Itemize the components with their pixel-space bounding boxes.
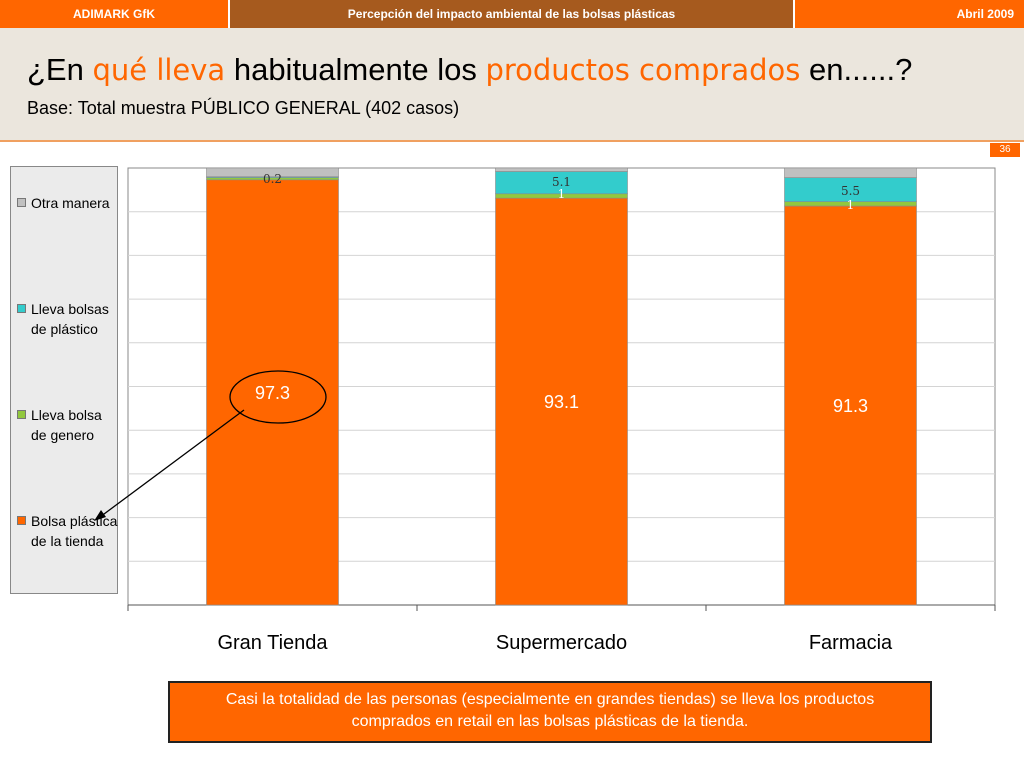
slide-subtitle: Base: Total muestra PÚBLICO GENERAL (402… — [27, 98, 460, 118]
slide-title: ¿En qué lleva habitualmente los producto… — [27, 52, 912, 88]
legend-label: Bolsa plástica de la tienda — [31, 513, 118, 549]
data-label: 5.1 — [552, 175, 571, 189]
bar-segment — [206, 179, 339, 606]
data-label: 0.2 — [263, 172, 282, 186]
annotation-arrow-line — [99, 409, 245, 518]
chart-legend: Otra manera Lleva bolsas de plástico Lle… — [10, 166, 118, 594]
bar-segment — [495, 197, 628, 606]
legend-swatch — [17, 410, 26, 419]
page-number: 36 — [990, 143, 1020, 157]
x-tick-label: Supermercado — [496, 632, 627, 654]
bar-segment — [784, 205, 917, 606]
data-label: 1 — [847, 198, 855, 212]
bar-segment — [495, 167, 628, 172]
legend-swatch — [17, 198, 26, 207]
company-label: ADIMARK GfK — [0, 0, 228, 28]
legend-swatch — [17, 516, 26, 525]
header-divider — [0, 140, 1024, 142]
annotation-arrow-head — [94, 510, 106, 521]
title-part-2: habitualmente los — [225, 52, 486, 87]
data-label: 1 — [558, 187, 566, 201]
data-label: 91.3 — [833, 396, 868, 416]
title-part-1: ¿En — [27, 52, 93, 87]
legend-label: Lleva bolsa de genero — [31, 407, 102, 443]
slide-header — [0, 28, 1024, 140]
title-highlight-2: productos comprados — [485, 53, 801, 87]
legend-label: Lleva bolsas de plástico — [31, 301, 109, 337]
conclusion-note: Casi la totalidad de las personas (espec… — [168, 681, 932, 743]
top-bar: ADIMARK GfK Percepción del impacto ambie… — [0, 0, 1024, 28]
bar-segment — [784, 167, 917, 178]
data-label: 97.3 — [255, 383, 290, 403]
title-highlight-1: qué lleva — [92, 53, 226, 87]
x-tick-label: Farmacia — [809, 632, 893, 654]
data-label: 93.1 — [544, 392, 579, 412]
data-label: 5.5 — [841, 184, 860, 198]
x-tick-label: Gran Tienda — [217, 632, 328, 654]
title-part-3: en......? — [800, 52, 913, 87]
report-date: Abril 2009 — [795, 0, 1024, 28]
report-title: Percepción del impacto ambiental de las … — [230, 0, 793, 28]
highlight-ellipse — [229, 370, 327, 424]
legend-swatch — [17, 304, 26, 313]
bar-segment — [206, 167, 339, 178]
legend-label: Otra manera — [31, 195, 110, 211]
bar-segment — [784, 177, 917, 202]
